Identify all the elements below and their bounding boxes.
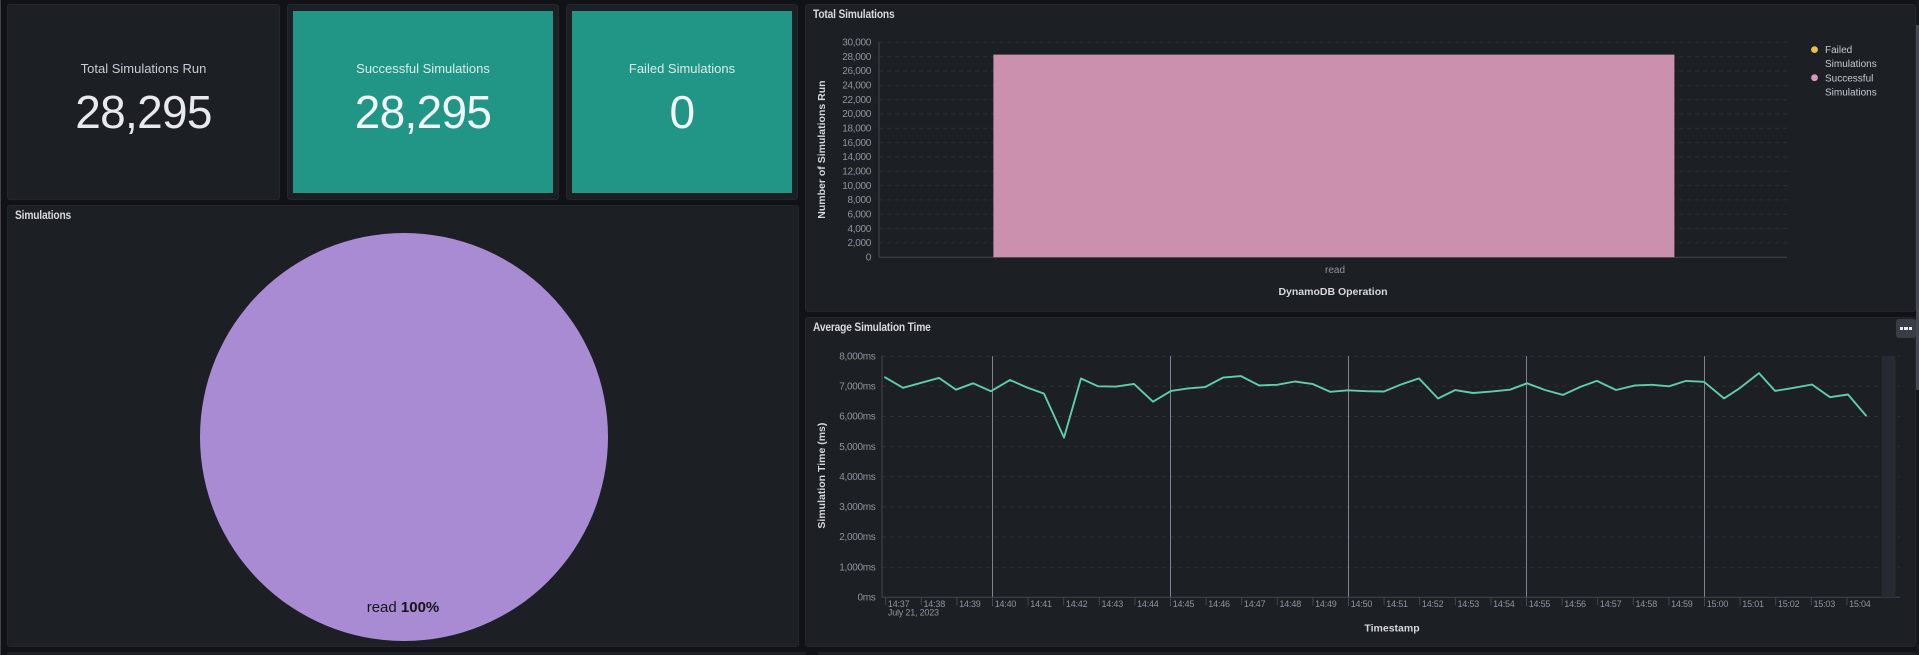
svg-text:14:48: 14:48: [1280, 599, 1302, 609]
svg-text:8,000ms: 8,000ms: [839, 351, 876, 362]
svg-text:15:04: 15:04: [1849, 599, 1871, 609]
svg-text:20,000: 20,000: [842, 109, 872, 120]
svg-text:Simulations: Simulations: [1825, 59, 1877, 70]
svg-text:0ms: 0ms: [858, 593, 876, 604]
svg-text:14:51: 14:51: [1386, 599, 1408, 609]
svg-text:Timestamp: Timestamp: [1364, 622, 1419, 634]
svg-text:14:41: 14:41: [1030, 599, 1052, 609]
svg-text:4,000: 4,000: [847, 224, 871, 235]
svg-text:14:38: 14:38: [924, 599, 946, 609]
svg-text:15:03: 15:03: [1814, 599, 1836, 609]
svg-text:6,000ms: 6,000ms: [839, 412, 876, 423]
svg-text:14:49: 14:49: [1315, 599, 1337, 609]
svg-text:6,000: 6,000: [847, 209, 871, 220]
svg-text:15:02: 15:02: [1778, 599, 1800, 609]
svg-text:4,000ms: 4,000ms: [839, 472, 876, 483]
svg-text:14:43: 14:43: [1102, 599, 1124, 609]
svg-text:2,000: 2,000: [847, 238, 871, 249]
svg-text:3,000ms: 3,000ms: [839, 502, 876, 513]
svg-text:14:54: 14:54: [1493, 599, 1515, 609]
svg-text:read: read: [1325, 265, 1345, 276]
svg-text:1,000ms: 1,000ms: [839, 562, 876, 573]
svg-text:14:57: 14:57: [1600, 599, 1622, 609]
svg-text:18,000: 18,000: [842, 124, 872, 135]
svg-text:22,000: 22,000: [842, 95, 872, 106]
svg-text:15:00: 15:00: [1707, 599, 1729, 609]
svg-text:12,000: 12,000: [842, 167, 872, 178]
svg-text:8,000: 8,000: [847, 195, 871, 206]
svg-text:2,000ms: 2,000ms: [839, 532, 876, 543]
svg-text:14:52: 14:52: [1422, 599, 1444, 609]
svg-text:14:46: 14:46: [1208, 599, 1230, 609]
svg-text:14:55: 14:55: [1529, 599, 1551, 609]
svg-text:14:42: 14:42: [1066, 599, 1088, 609]
svg-text:Number of Simulations Run: Number of Simulations Run: [816, 80, 828, 218]
svg-text:Simulations: Simulations: [1825, 87, 1877, 98]
svg-text:Failed: Failed: [1825, 45, 1852, 56]
svg-text:14,000: 14,000: [842, 152, 872, 163]
svg-text:Simulation Time (ms): Simulation Time (ms): [816, 423, 828, 529]
svg-text:15:01: 15:01: [1742, 599, 1764, 609]
svg-text:Successful: Successful: [1825, 73, 1873, 84]
svg-text:14:45: 14:45: [1173, 599, 1195, 609]
svg-text:14:47: 14:47: [1244, 599, 1266, 609]
svg-text:14:44: 14:44: [1137, 599, 1159, 609]
svg-text:0: 0: [866, 252, 872, 263]
svg-text:10,000: 10,000: [842, 181, 872, 192]
svg-text:14:50: 14:50: [1351, 599, 1373, 609]
svg-text:16,000: 16,000: [842, 138, 872, 149]
svg-text:July 21, 2023: July 21, 2023: [888, 607, 939, 617]
svg-text:30,000: 30,000: [842, 38, 872, 49]
svg-text:14:58: 14:58: [1636, 599, 1658, 609]
svg-text:14:59: 14:59: [1671, 599, 1693, 609]
svg-text:14:53: 14:53: [1458, 599, 1480, 609]
svg-text:7,000ms: 7,000ms: [839, 382, 876, 393]
svg-text:14:39: 14:39: [959, 599, 981, 609]
svg-text:5,000ms: 5,000ms: [839, 442, 876, 453]
svg-text:28,000: 28,000: [842, 52, 872, 63]
svg-text:14:37: 14:37: [888, 599, 910, 609]
svg-text:26,000: 26,000: [842, 66, 872, 77]
svg-text:24,000: 24,000: [842, 81, 872, 92]
svg-text:14:40: 14:40: [995, 599, 1017, 609]
svg-text:14:56: 14:56: [1564, 599, 1586, 609]
svg-text:DynamoDB Operation: DynamoDB Operation: [1278, 286, 1387, 298]
